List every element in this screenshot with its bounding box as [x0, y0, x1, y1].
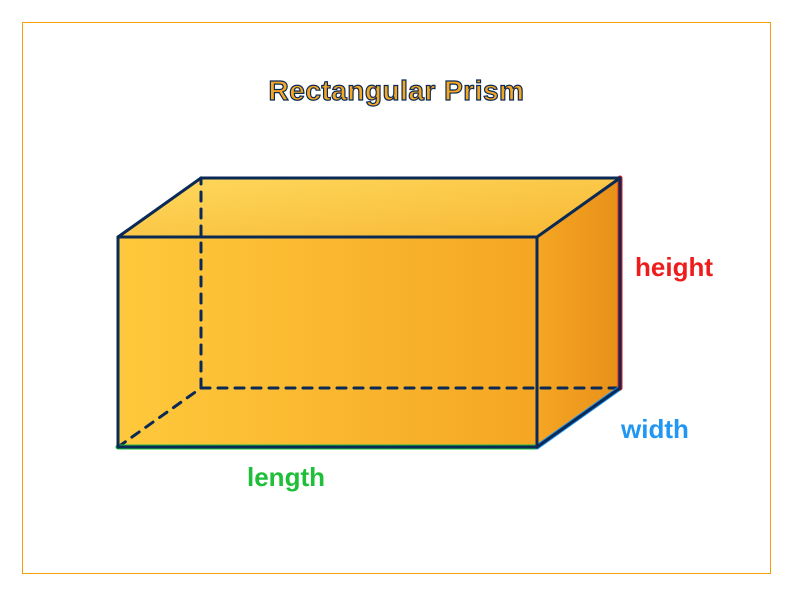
- width-label: width: [621, 414, 689, 445]
- prism-faces: [118, 178, 620, 447]
- length-label: length: [247, 462, 325, 493]
- height-label: height: [635, 252, 713, 283]
- prism-figure: [0, 0, 793, 596]
